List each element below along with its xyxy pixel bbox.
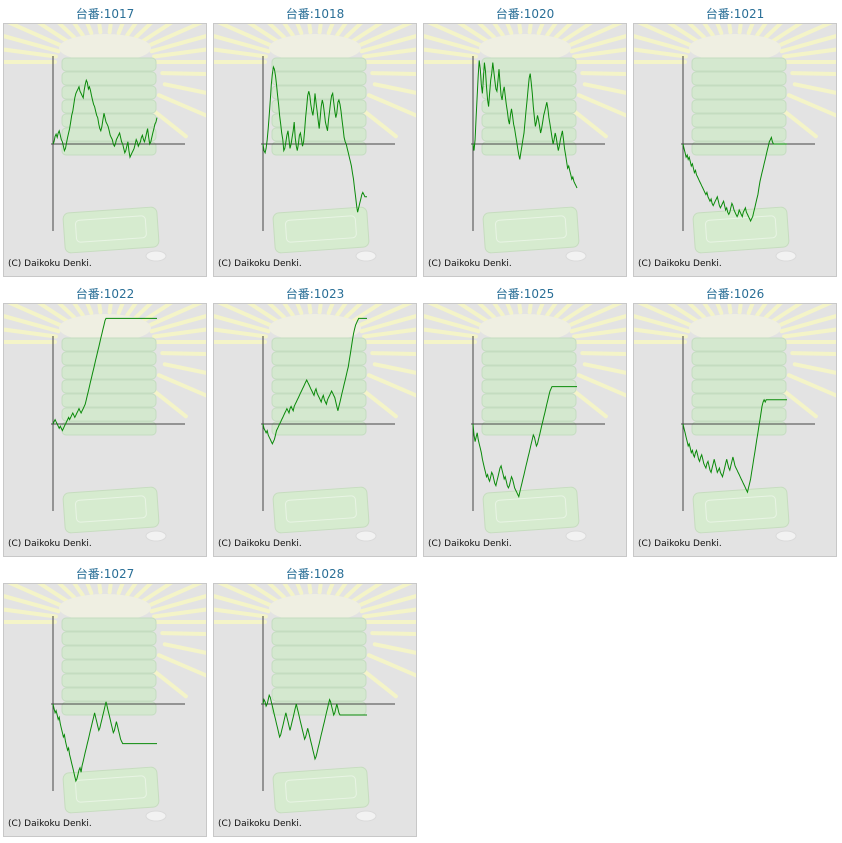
- chart-panel: (C) Daikoku Denki.: [633, 303, 837, 557]
- copyright-text: (C) Daikoku Denki.: [8, 819, 92, 829]
- chart-panel: (C) Daikoku Denki.: [633, 23, 837, 277]
- chart-cell: 台番:1018 (C) Daikoku Denki.: [210, 0, 420, 280]
- chart-cell: 台番:1027 (C) Daikoku Denki.: [0, 560, 210, 840]
- graph-svg: [634, 24, 836, 262]
- background-art: [634, 304, 836, 542]
- chart-panel: (C) Daikoku Denki.: [423, 303, 627, 557]
- chart-cell: 台番:1026 (C) Daikoku Denki.: [630, 280, 840, 560]
- machine-number-title[interactable]: 台番:1020: [495, 7, 555, 21]
- series-line: [682, 135, 787, 223]
- background-art: [214, 304, 416, 542]
- series-line: [472, 386, 577, 499]
- background-art: [4, 304, 206, 542]
- series-line: [262, 317, 367, 445]
- chart-panel: (C) Daikoku Denki.: [3, 303, 207, 557]
- machine-number-title[interactable]: 台番:1017: [75, 7, 135, 21]
- chart-cell: 台番:1028 (C) Daikoku Denki.: [210, 560, 420, 840]
- chart-panel: (C) Daikoku Denki.: [423, 23, 627, 277]
- machine-number-title[interactable]: 台番:1026: [705, 287, 765, 301]
- series-line: [52, 317, 157, 432]
- copyright-text: (C) Daikoku Denki.: [428, 539, 512, 549]
- graph-svg: [4, 304, 206, 542]
- background-art: [214, 584, 416, 822]
- background-art: [424, 24, 626, 262]
- background-art: [214, 24, 416, 262]
- copyright-text: (C) Daikoku Denki.: [8, 259, 92, 269]
- graph-svg: [214, 304, 416, 542]
- series-line: [52, 78, 158, 159]
- machine-number-title[interactable]: 台番:1028: [285, 567, 345, 581]
- background-art: [4, 584, 206, 822]
- background-art: [634, 24, 836, 262]
- background-art: [424, 304, 626, 542]
- copyright-text: (C) Daikoku Denki.: [218, 819, 302, 829]
- chart-cell: 台番:1023 (C) Daikoku Denki.: [210, 280, 420, 560]
- chart-panel: (C) Daikoku Denki.: [213, 583, 417, 837]
- copyright-text: (C) Daikoku Denki.: [8, 539, 92, 549]
- graph-svg: [214, 584, 416, 822]
- background-art: [4, 24, 206, 262]
- chart-cell: 台番:1022 (C) Daikoku Denki.: [0, 280, 210, 560]
- machine-number-title[interactable]: 台番:1022: [75, 287, 135, 301]
- copyright-text: (C) Daikoku Denki.: [638, 539, 722, 549]
- graph-svg: [424, 24, 626, 262]
- chart-cell: 台番:1025 (C) Daikoku Denki.: [420, 280, 630, 560]
- graph-svg: [4, 24, 206, 262]
- series-line: [52, 701, 157, 783]
- graph-svg: [214, 24, 416, 262]
- graph-svg: [424, 304, 626, 542]
- graph-svg: [4, 584, 206, 822]
- chart-panel: (C) Daikoku Denki.: [3, 23, 207, 277]
- machine-number-title[interactable]: 台番:1018: [285, 7, 345, 21]
- chart-cell: 台番:1020 (C) Daikoku Denki.: [420, 0, 630, 280]
- copyright-text: (C) Daikoku Denki.: [428, 259, 512, 269]
- chart-panel: (C) Daikoku Denki.: [213, 303, 417, 557]
- series-line: [472, 60, 578, 189]
- series-line: [262, 65, 367, 213]
- chart-panel: (C) Daikoku Denki.: [3, 583, 207, 837]
- chart-cell: 台番:1017 (C) Daikoku Denki.: [0, 0, 210, 280]
- machine-number-title[interactable]: 台番:1023: [285, 287, 345, 301]
- copyright-text: (C) Daikoku Denki.: [218, 259, 302, 269]
- graph-svg: [634, 304, 836, 542]
- chart-cell: 台番:1021 (C) Daikoku Denki.: [630, 0, 840, 280]
- machine-number-title[interactable]: 台番:1027: [75, 567, 135, 581]
- copyright-text: (C) Daikoku Denki.: [218, 539, 302, 549]
- machine-number-title[interactable]: 台番:1025: [495, 287, 555, 301]
- copyright-text: (C) Daikoku Denki.: [638, 259, 722, 269]
- series-line: [262, 693, 367, 761]
- machine-number-title[interactable]: 台番:1021: [705, 7, 765, 21]
- chart-panel: (C) Daikoku Denki.: [213, 23, 417, 277]
- series-line: [682, 398, 787, 494]
